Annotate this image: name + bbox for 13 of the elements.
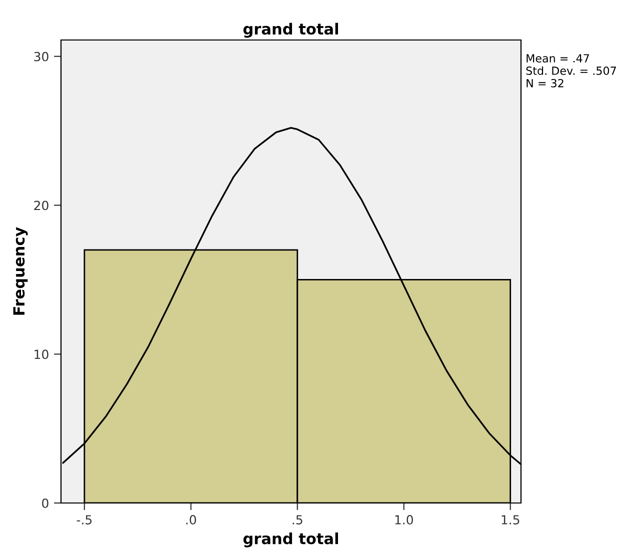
y-tick-label: 0 — [42, 498, 48, 508]
x-tick-label: .5 — [292, 515, 302, 524]
text: Mean = .47 Std. Dev. = .507 N = 32 — [526, 54, 616, 88]
chart-title: grand total — [243, 22, 338, 38]
x-axis-title: grand total — [243, 532, 338, 548]
y-tick-label: 20 — [34, 200, 48, 210]
y-tick-label: 10 — [34, 350, 48, 360]
x-tick-label: -.5 — [76, 515, 92, 524]
y-axis-title: Frequency — [13, 227, 28, 315]
x-tick-label: 1.0 — [395, 515, 413, 524]
x-tick-label: 1.5 — [502, 515, 520, 524]
x-tick-label: .0 — [186, 515, 196, 524]
y-tick-label: 30 — [34, 52, 48, 62]
